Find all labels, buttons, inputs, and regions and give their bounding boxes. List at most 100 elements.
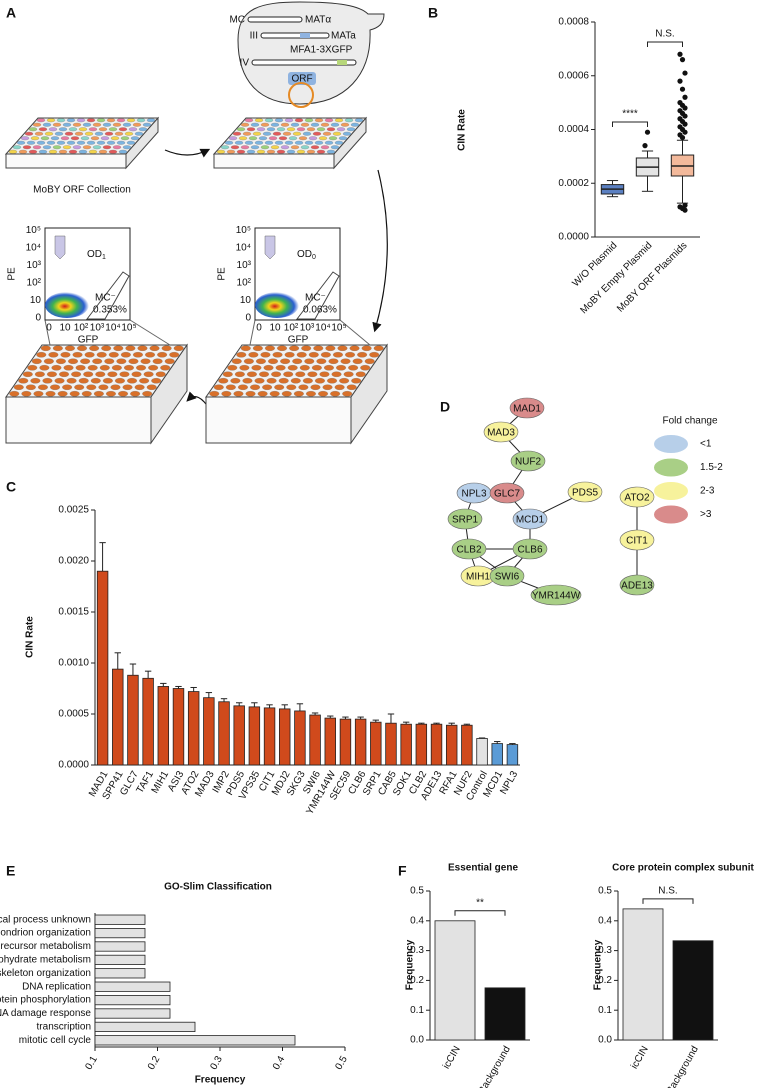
well [248,351,259,358]
flow-x-tick: 10⁵ [331,323,346,334]
flow-x-tick: 10 [59,323,71,334]
well [146,118,156,123]
well [99,364,110,371]
well [87,364,98,371]
well [108,127,118,132]
significance-bracket [647,41,683,47]
bar [94,941,146,952]
well [68,127,78,132]
well [57,390,68,397]
outlier [677,78,683,84]
y-tick-label: 0.0000 [58,760,89,771]
well [42,377,53,384]
y-tick-label: 0.0004 [558,124,589,135]
bar [339,718,352,766]
well [80,136,90,141]
well [248,136,258,141]
well [18,377,29,384]
locus [300,33,310,38]
bar [672,940,714,1041]
x-tick-label: 0.4 [271,1054,288,1072]
tube-icon [54,235,66,260]
bar [172,688,185,766]
y-tick-label: carbohydrate metabolism [0,955,91,966]
well [240,345,251,351]
well [286,384,297,390]
well [48,127,58,132]
well [304,358,315,364]
well [272,351,283,358]
well [62,145,72,150]
well [38,127,48,132]
network-node [619,574,655,596]
well [274,384,285,390]
well [8,149,18,154]
plate-side [150,343,188,445]
well [86,140,96,145]
well [280,122,290,127]
well [169,351,180,358]
well [138,127,148,132]
node-label: ATO2 [624,493,650,504]
well [222,371,233,377]
well [36,118,46,123]
funnel [339,319,371,346]
well [328,358,339,364]
well [320,122,330,127]
well [130,390,141,397]
well [322,384,333,390]
well [299,364,310,371]
significance-label: N.S. [658,886,677,897]
outlier [682,70,688,76]
well [228,136,238,141]
well [80,358,91,364]
well [142,122,152,127]
well [236,149,246,154]
well [264,345,275,351]
node-label: PDS5 [572,488,599,499]
well [305,390,316,397]
network-node [489,482,525,504]
well [146,384,157,390]
well [72,122,82,127]
bar [484,987,526,1041]
plasmid [288,82,314,108]
well [260,145,270,150]
well [74,384,85,390]
node-label: MAD3 [487,428,515,439]
well [134,131,144,136]
well [122,145,132,150]
bar [263,707,276,766]
well [20,136,30,141]
well [151,377,162,384]
well [164,358,175,364]
panel-label: B [428,5,438,21]
x-tick-label: Background [665,1044,701,1088]
well [125,345,136,351]
chromosome [247,16,303,23]
well [134,384,145,390]
well [66,140,76,145]
outlier [682,113,688,119]
bar [94,981,171,992]
well [116,118,126,123]
well [280,358,291,364]
well [31,358,42,364]
bar [203,697,215,766]
chart-title: Essential gene [448,863,518,874]
well [95,371,106,377]
bar [157,686,170,766]
significance-bracket [454,910,506,916]
well [66,377,77,384]
arrow [372,169,388,333]
network-node [512,508,548,530]
well [295,371,306,377]
well [127,377,138,384]
well [364,358,375,364]
outlier [682,129,688,135]
well [264,118,274,123]
well [276,149,286,154]
bar [309,714,321,766]
network-node [447,508,483,530]
